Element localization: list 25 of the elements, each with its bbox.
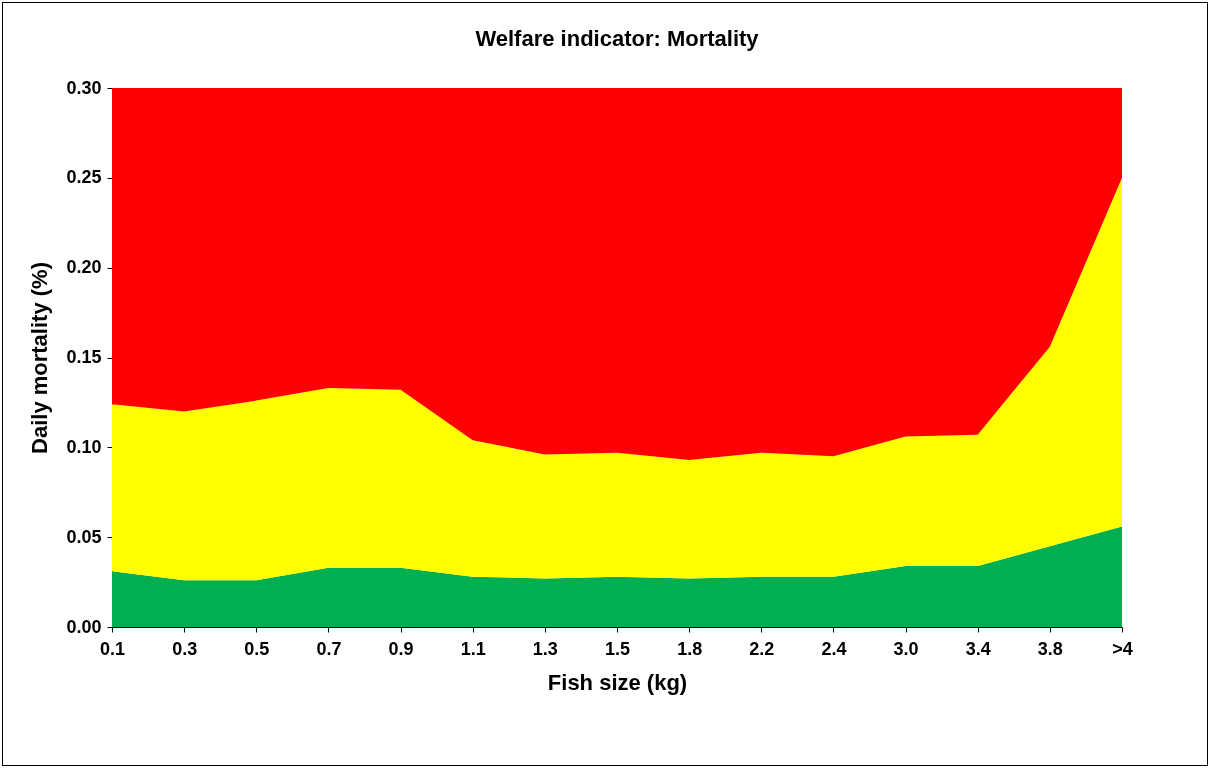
x-tick-label: 0.9 bbox=[388, 638, 414, 659]
x-tick-label: 1.3 bbox=[532, 638, 558, 659]
x-tick-label: 2.2 bbox=[749, 638, 775, 659]
x-tick-label: >4 bbox=[1112, 638, 1133, 659]
x-tick-label: 1.5 bbox=[604, 638, 631, 659]
x-axis-title: Fish size (kg) bbox=[547, 669, 688, 695]
x-tick-label: 3.8 bbox=[1037, 638, 1063, 659]
x-tick-label: 0.7 bbox=[316, 638, 342, 659]
y-tick-label: 0.20 bbox=[66, 257, 102, 278]
y-tick-label: 0.05 bbox=[66, 526, 102, 547]
x-tick-label: 1.1 bbox=[460, 638, 486, 659]
chart-title: Welfare indicator: Mortality bbox=[475, 26, 760, 51]
y-tick-label: 0.30 bbox=[66, 77, 102, 98]
x-tick-label: 1.8 bbox=[677, 638, 703, 659]
x-tick-label: 0.5 bbox=[244, 638, 270, 659]
x-tick-label: 0.1 bbox=[99, 638, 126, 659]
x-tick-label: 0.3 bbox=[172, 638, 198, 659]
x-tick-label: 2.4 bbox=[821, 638, 847, 659]
y-tick-label: 0.00 bbox=[66, 616, 102, 637]
y-tick-label: 0.15 bbox=[66, 347, 102, 367]
x-tick-label: 3.0 bbox=[893, 638, 919, 659]
x-tick-label: 3.4 bbox=[965, 638, 991, 659]
y-axis-title: Daily mortality (%) bbox=[27, 262, 53, 454]
y-tick-label: 0.10 bbox=[66, 436, 102, 457]
y-tick-label: 0.25 bbox=[66, 167, 102, 188]
